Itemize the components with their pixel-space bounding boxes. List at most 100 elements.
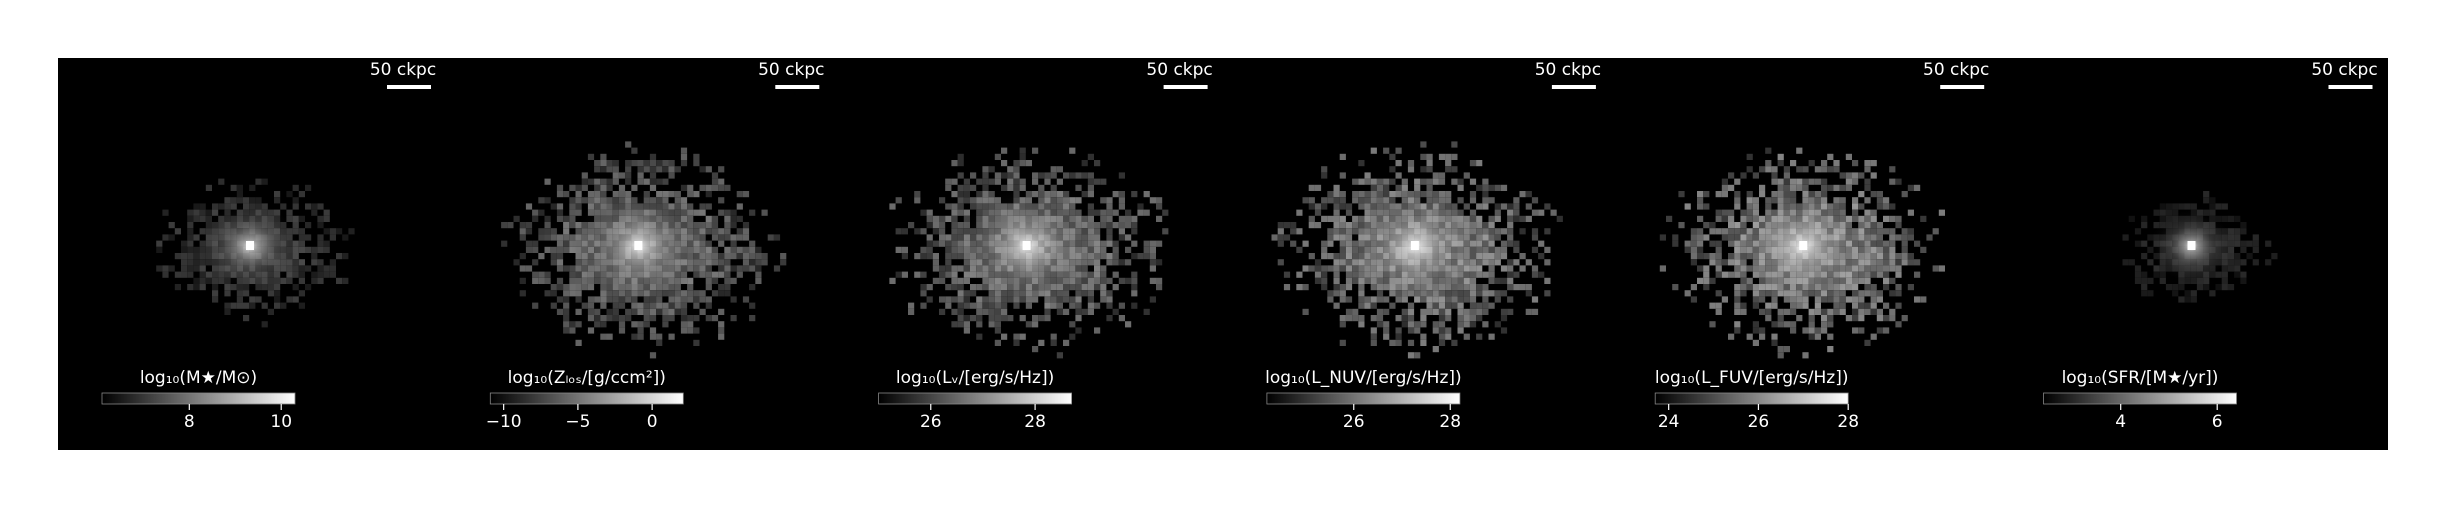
image-pixel (1370, 315, 1377, 322)
image-pixel (724, 271, 731, 278)
image-pixel (187, 271, 194, 278)
image-pixel (1339, 234, 1346, 241)
image-pixel (1376, 184, 1384, 191)
image-pixel (668, 160, 675, 167)
image-pixel (1889, 277, 1896, 284)
image-pixel (957, 296, 964, 303)
image-pixel (1876, 290, 1883, 297)
image-pixel (193, 203, 200, 210)
image-pixel (1845, 315, 1852, 322)
image-pixel (1765, 308, 1772, 315)
image-pixel (1451, 153, 1458, 160)
image-pixel (1063, 191, 1070, 198)
image-pixel (1296, 228, 1303, 235)
image-pixel (525, 222, 533, 229)
image-pixel (1333, 215, 1340, 222)
image-pixel (957, 315, 964, 322)
image-pixel (2165, 284, 2173, 291)
galaxy-core (1799, 241, 1808, 250)
image-pixel (1525, 284, 1532, 291)
image-pixel (1697, 277, 1704, 284)
galaxy-image (1271, 141, 1563, 359)
image-pixel (1457, 197, 1464, 204)
image-pixel (1290, 240, 1297, 247)
image-pixel (705, 253, 712, 260)
image-pixel (1500, 290, 1508, 297)
image-pixel (1063, 296, 1070, 303)
image-pixel (680, 197, 688, 204)
image-pixel (1321, 253, 1328, 260)
image-pixel (994, 178, 1001, 185)
image-pixel (932, 240, 939, 247)
image-pixel (705, 271, 712, 278)
image-pixel (1094, 222, 1101, 229)
image-pixel (286, 277, 293, 284)
image-pixel (286, 191, 293, 198)
image-pixel (662, 302, 669, 309)
image-pixel (637, 333, 644, 340)
image-pixel (2122, 259, 2129, 266)
image-pixel (2147, 277, 2154, 284)
image-pixel (730, 209, 737, 216)
image-pixel (1445, 302, 1452, 309)
image-pixel (311, 259, 318, 266)
image-pixel (1296, 209, 1303, 216)
image-pixel (600, 321, 607, 328)
image-pixel (1106, 197, 1113, 204)
image-pixel (538, 271, 545, 278)
image-pixel (1081, 290, 1088, 297)
image-pixel (1845, 296, 1852, 303)
image-pixel (261, 321, 268, 328)
image-pixel (1131, 215, 1138, 222)
image-pixel (705, 277, 712, 284)
image-pixel (1075, 290, 1082, 297)
image-pixel (193, 215, 200, 222)
image-pixel (1513, 284, 1520, 291)
image-pixel (1339, 222, 1346, 229)
image-pixel (2203, 197, 2210, 204)
image-pixel (1308, 184, 1315, 191)
image-pixel (889, 203, 896, 210)
image-pixel (187, 228, 194, 235)
image-pixel (2159, 277, 2166, 284)
image-pixel (711, 315, 719, 322)
image-pixel (1734, 284, 1741, 291)
image-pixel (970, 302, 977, 309)
image-pixel (718, 184, 725, 191)
image-pixel (1013, 302, 1020, 309)
image-pixel (761, 209, 768, 216)
image-pixel (305, 265, 312, 272)
image-pixel (693, 153, 700, 160)
image-pixel (550, 284, 557, 291)
image-pixel (939, 228, 946, 235)
image-pixel (2271, 253, 2278, 260)
image-pixel (926, 209, 933, 216)
image-pixel (1162, 209, 1169, 216)
image-pixel (1864, 339, 1871, 346)
image-pixel (761, 253, 768, 260)
image-pixel (1690, 253, 1697, 260)
image-pixel (674, 296, 681, 303)
image-pixel (181, 246, 188, 253)
image-pixel (1112, 222, 1119, 229)
image-pixel (1075, 302, 1082, 309)
image-pixel (1709, 240, 1716, 247)
image-pixel (730, 240, 737, 247)
image-pixel (1469, 197, 1477, 204)
image-pixel (1519, 284, 1526, 291)
image-pixel (199, 215, 206, 222)
image-pixel (538, 228, 545, 235)
image-pixel (317, 203, 324, 210)
colorbar (1266, 392, 1461, 405)
image-pixel (1482, 302, 1489, 309)
image-pixel (538, 277, 545, 284)
image-pixel (687, 296, 694, 303)
scale-bar-label: 50 ckpc (1923, 60, 1989, 80)
image-pixel (1895, 253, 1902, 260)
image-pixel (1087, 153, 1094, 160)
image-pixel (957, 302, 964, 309)
image-pixel (1721, 184, 1728, 191)
image-pixel (1759, 166, 1766, 173)
image-pixel (1752, 339, 1759, 346)
image-pixel (914, 271, 921, 278)
